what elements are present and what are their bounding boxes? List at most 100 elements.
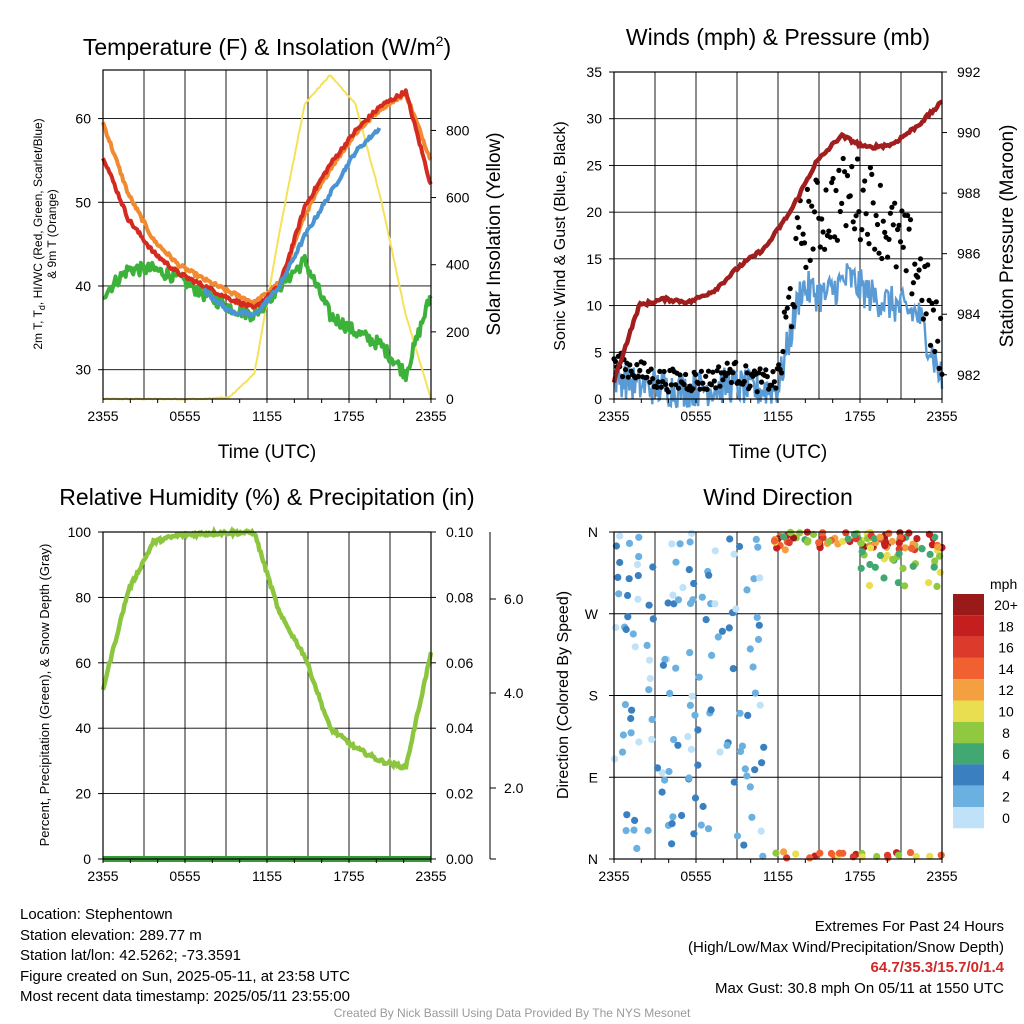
direction-point: [773, 544, 781, 552]
gust-point: [781, 309, 788, 315]
direction-point: [749, 663, 757, 671]
direction-point: [661, 655, 669, 664]
gust-point: [697, 386, 703, 392]
direction-point: [658, 788, 666, 796]
gust-point: [648, 366, 654, 372]
direction-tick-label: N: [588, 524, 598, 540]
y2-tick-label: 992: [957, 64, 981, 80]
temperature-grid: [103, 70, 431, 399]
x-tick-label: 2355: [598, 408, 629, 424]
gust-point: [887, 210, 894, 216]
gust-point: [879, 255, 885, 262]
gust-point: [903, 268, 909, 274]
direction-point: [906, 849, 915, 857]
gust-point: [784, 305, 790, 311]
legend-label: 18: [998, 618, 1014, 634]
x-tick-label: 1755: [844, 868, 875, 884]
gust-point: [822, 246, 828, 252]
gust-point: [634, 362, 640, 368]
gust-point: [847, 193, 853, 199]
direction-point: [842, 529, 850, 537]
y-tick-label: 40: [75, 720, 91, 736]
direction-point: [634, 572, 642, 580]
gust-point: [771, 379, 778, 385]
direction-point: [909, 562, 917, 570]
gust-point: [932, 348, 938, 355]
gust-point: [896, 222, 902, 228]
y-tick-label: 30: [586, 111, 602, 127]
gust-point: [693, 371, 699, 378]
gust-point: [885, 254, 891, 260]
x-tick-label: 2355: [87, 408, 118, 424]
direction-point: [806, 854, 814, 862]
gust-point: [763, 367, 769, 373]
humidity-axes: 2355 0555 1155 1755 23550204060801000.000.02…: [68, 524, 524, 884]
legend-swatch: [953, 785, 984, 807]
x-tick-label: 1755: [333, 868, 364, 884]
gust-point: [724, 360, 730, 366]
direction-point: [690, 579, 698, 588]
gust-point: [854, 156, 861, 162]
direction-point: [684, 733, 692, 741]
station-latlon: Station lat/lon: 42.5262; -73.3591: [20, 947, 242, 965]
gust-point: [863, 211, 869, 217]
gust-point: [801, 240, 808, 246]
direction-point: [866, 544, 875, 552]
gust-point: [764, 374, 770, 380]
direction-point: [621, 701, 630, 709]
direction-grid: [614, 532, 942, 859]
gust-point: [864, 231, 871, 237]
direction-point: [895, 539, 903, 547]
direction-point: [631, 816, 639, 825]
direction-point: [672, 558, 680, 566]
direction-point: [725, 624, 733, 632]
direction-point: [622, 827, 630, 835]
direction-point: [631, 643, 639, 651]
direction-point: [760, 743, 768, 751]
winds-axes: 2355 0555 1155 1755 235505101520253035982984…: [586, 64, 980, 424]
gust-point: [756, 370, 762, 376]
direction-point: [635, 533, 643, 541]
legend-label: 10: [998, 704, 1014, 720]
gust-point: [661, 368, 667, 375]
gust-point: [713, 385, 719, 391]
y-tick-label: 40: [75, 278, 91, 294]
gust-point: [727, 366, 733, 372]
gust-point: [716, 364, 722, 370]
direction-point: [635, 553, 643, 561]
direction-point: [645, 686, 653, 694]
gust-point: [919, 297, 925, 303]
direction-point: [685, 774, 693, 782]
direction-point: [628, 706, 636, 714]
gust-point: [853, 213, 859, 219]
gust-point: [776, 362, 782, 368]
direction-tick-label: S: [589, 688, 598, 704]
series-line-rh: [100, 525, 434, 771]
temperature-axes: 2355 0555 1155 1755 235530405060020040060080…: [75, 111, 469, 424]
direction-point: [646, 674, 654, 683]
x-tick-label: 2355: [415, 408, 446, 424]
direction-point: [871, 563, 879, 571]
gust-point: [683, 371, 689, 378]
y-tick-label: 100: [68, 524, 92, 540]
humidity-panel: Relative Humidity (%) & Precipitation (i…: [37, 484, 524, 884]
gust-point: [912, 261, 918, 267]
direction-point: [883, 851, 892, 859]
gust-point: [830, 175, 836, 182]
gust-point: [832, 234, 838, 240]
direction-point: [688, 692, 696, 700]
gust-point: [677, 372, 683, 378]
gust-point: [873, 212, 879, 219]
direction-point: [630, 826, 638, 834]
x-tick-label: 2355: [87, 868, 118, 884]
direction-point: [741, 765, 749, 773]
direction-point: [629, 630, 637, 638]
direction-point: [865, 581, 874, 590]
gust-point: [927, 342, 934, 348]
gust-point: [637, 367, 643, 374]
direction-point: [803, 538, 812, 546]
direction-point: [751, 766, 759, 774]
speed-legend: 20+ 18 16 14 12 10 8 6 4 2 0: [953, 594, 1018, 829]
y2-tick-label: 0.10: [446, 524, 473, 540]
gust-point: [668, 382, 674, 388]
